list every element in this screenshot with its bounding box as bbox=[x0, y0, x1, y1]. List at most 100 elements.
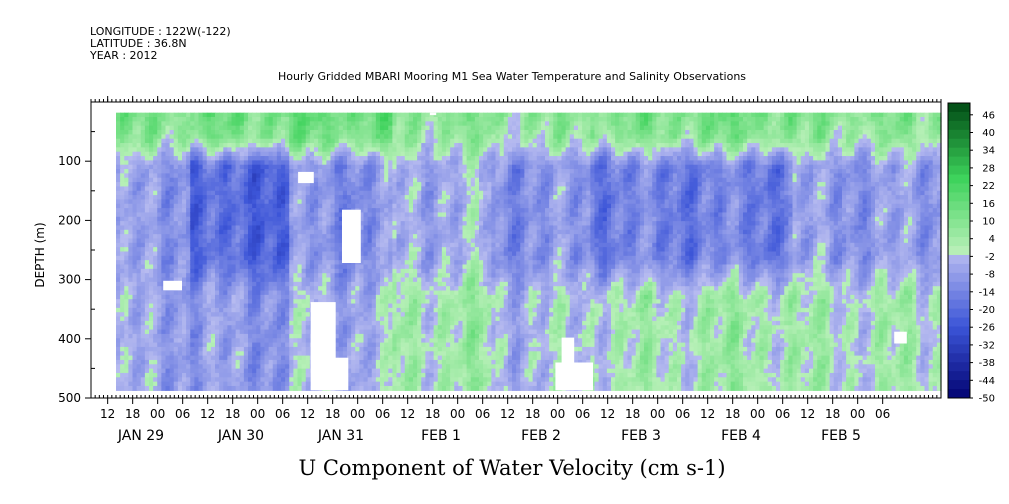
heatmap-cell bbox=[202, 173, 208, 179]
heatmap-cell bbox=[309, 286, 315, 292]
heatmap-cell bbox=[400, 329, 406, 335]
heatmap-cell bbox=[157, 121, 162, 127]
heatmap-cell bbox=[380, 164, 385, 170]
heatmap-cell bbox=[243, 312, 249, 318]
heatmap-cell bbox=[231, 333, 237, 339]
heatmap-cell bbox=[359, 143, 365, 148]
heatmap-cell bbox=[231, 182, 237, 188]
heatmap-cell bbox=[281, 242, 286, 248]
heatmap-cell bbox=[227, 351, 233, 357]
heatmap-cell bbox=[239, 294, 245, 300]
heatmap-cell bbox=[301, 268, 307, 274]
heatmap-cell bbox=[186, 160, 191, 166]
heatmap-cell bbox=[326, 143, 332, 148]
heatmap-cell bbox=[289, 143, 294, 148]
heatmap-cell bbox=[285, 359, 290, 365]
heatmap-cell bbox=[260, 281, 266, 287]
heatmap-cell bbox=[223, 368, 228, 374]
heatmap-cell bbox=[223, 151, 228, 157]
heatmap-cell bbox=[330, 234, 336, 240]
heatmap-cell bbox=[252, 312, 257, 318]
heatmap-cell bbox=[256, 112, 261, 118]
heatmap-cell bbox=[272, 138, 278, 144]
heatmap-cell bbox=[326, 203, 332, 209]
heatmap-cell bbox=[388, 208, 393, 214]
heatmap-cell bbox=[396, 290, 402, 296]
heatmap-cell bbox=[264, 268, 270, 274]
heatmap-cell bbox=[219, 160, 224, 166]
heatmap-cell bbox=[161, 160, 167, 166]
heatmap-cell bbox=[215, 277, 220, 283]
heatmap-cell bbox=[408, 156, 414, 161]
heatmap-cell bbox=[120, 221, 125, 227]
heatmap-cell bbox=[210, 208, 216, 214]
heatmap-cell bbox=[338, 303, 344, 309]
heatmap-cell bbox=[256, 164, 261, 170]
heatmap-cell bbox=[223, 346, 228, 352]
heatmap-cell bbox=[400, 307, 406, 313]
heatmap-cell bbox=[297, 130, 303, 135]
heatmap-cell bbox=[392, 338, 398, 344]
heatmap-cell bbox=[413, 333, 418, 339]
heatmap-cell bbox=[408, 134, 414, 140]
heatmap-cell bbox=[425, 225, 431, 231]
heatmap-cell bbox=[359, 268, 365, 274]
heatmap-cell bbox=[198, 342, 204, 348]
heatmap-cell bbox=[359, 316, 365, 322]
heatmap-cell bbox=[256, 199, 261, 205]
heatmap-cell bbox=[318, 112, 323, 118]
heatmap-cell bbox=[116, 299, 121, 305]
heatmap-cell bbox=[186, 294, 191, 300]
heatmap-cell bbox=[413, 112, 418, 118]
heatmap-cell bbox=[153, 247, 158, 253]
heatmap-cell bbox=[408, 273, 414, 279]
heatmap-cell bbox=[425, 325, 431, 331]
heatmap-cell bbox=[388, 303, 393, 309]
heatmap-cell bbox=[256, 329, 261, 335]
heatmap-cell bbox=[186, 277, 191, 283]
heatmap-cell bbox=[392, 264, 398, 270]
heatmap-cell bbox=[334, 164, 340, 170]
heatmap-cell bbox=[305, 238, 311, 244]
heatmap-cell bbox=[252, 112, 257, 118]
heatmap-cell bbox=[239, 229, 245, 235]
heatmap-cell bbox=[182, 173, 187, 179]
heatmap-cell bbox=[116, 268, 121, 274]
heatmap-cell bbox=[198, 177, 204, 183]
heatmap-cell bbox=[198, 299, 204, 305]
heatmap-cell bbox=[252, 351, 257, 357]
heatmap-cell bbox=[132, 182, 138, 188]
heatmap-cell bbox=[367, 160, 373, 166]
heatmap-cell bbox=[227, 325, 233, 331]
heatmap-cell bbox=[400, 160, 406, 166]
heatmap-cell bbox=[408, 329, 414, 335]
heatmap-cell bbox=[268, 359, 274, 365]
heatmap-cell bbox=[285, 164, 290, 170]
heatmap-cell bbox=[413, 234, 418, 240]
heatmap-cell bbox=[235, 112, 241, 118]
heatmap-cell bbox=[359, 130, 365, 135]
heatmap-cell bbox=[305, 294, 311, 300]
heatmap-cell bbox=[153, 316, 158, 322]
heatmap-cell bbox=[132, 273, 138, 279]
heatmap-cell bbox=[388, 255, 393, 261]
heatmap-cell bbox=[120, 151, 125, 157]
heatmap-cell bbox=[202, 268, 208, 274]
heatmap-cell bbox=[289, 151, 294, 157]
heatmap-cell bbox=[198, 281, 204, 287]
heatmap-cell bbox=[301, 212, 307, 218]
heatmap-cell bbox=[173, 199, 179, 205]
heatmap-cell bbox=[248, 177, 253, 183]
heatmap-cell bbox=[347, 186, 352, 192]
heatmap-cell bbox=[285, 312, 290, 318]
heatmap-cell bbox=[132, 203, 138, 209]
heatmap-cell bbox=[330, 134, 336, 140]
heatmap-cell bbox=[276, 238, 282, 244]
heatmap-cell bbox=[165, 216, 171, 222]
heatmap-cell bbox=[301, 116, 307, 122]
heatmap-cell bbox=[371, 177, 377, 183]
heatmap-cell bbox=[173, 238, 179, 244]
heatmap-cell bbox=[417, 273, 422, 279]
heatmap-cell bbox=[363, 199, 369, 205]
heatmap-cell bbox=[223, 121, 228, 127]
